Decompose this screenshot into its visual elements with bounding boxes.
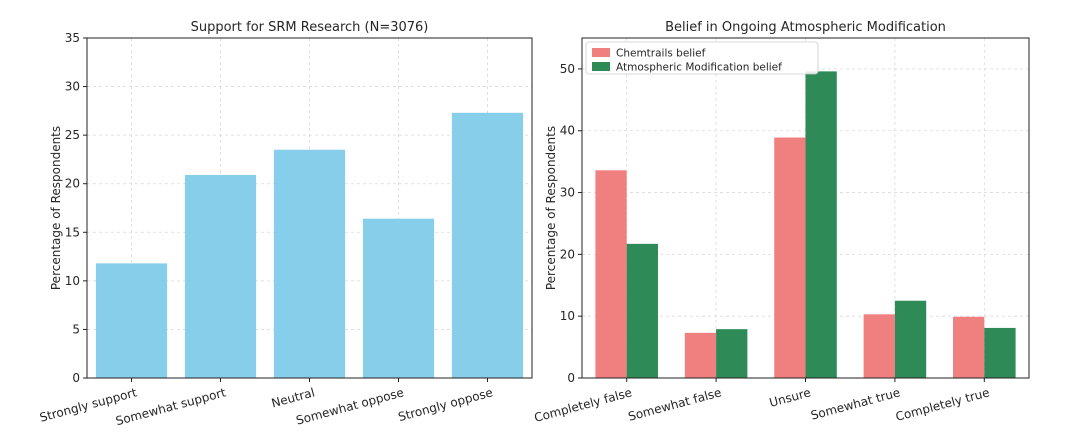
- bar-atmospheric-modification-belief-unsure: [805, 71, 837, 378]
- chart-title: Support for SRM Research (N=3076): [191, 20, 429, 35]
- legend-swatch-atmospheric-modification-belief: [592, 62, 610, 71]
- bar-support-strongly-support: [95, 263, 168, 378]
- y-tick-label: 10: [560, 309, 575, 323]
- y-axis-label: Percentage of Respondents: [544, 126, 558, 290]
- bar-chemtrails-belief-somewhat-false: [684, 332, 717, 378]
- y-axis: 0 10 20 30 40 50: [560, 62, 582, 385]
- y-tick-label: 25: [65, 128, 80, 142]
- bar-atmospheric-modification-belief-somewhat-false: [716, 329, 748, 378]
- y-tick-label: 15: [65, 225, 80, 239]
- legend-label-atmospheric-modification-belief: Atmospheric Modification belief: [616, 62, 782, 74]
- bar-atmospheric-modification-belief-somewhat-true: [894, 300, 927, 378]
- bars: [95, 112, 524, 379]
- y-tick-label: 35: [65, 31, 80, 45]
- x-tick-label-somewhat-false: Somewhat false: [627, 385, 723, 423]
- bar-support-somewhat-support: [184, 174, 257, 378]
- y-tick-label: 10: [65, 274, 80, 288]
- x-tick-label-unsure: Unsure: [768, 385, 812, 409]
- y-axis-label: Percentage of Respondents: [49, 126, 63, 290]
- bar-chemtrails-belief-unsure: [774, 137, 806, 378]
- x-tick-label-somewhat-true: Somewhat true: [809, 385, 901, 422]
- legend-label-chemtrails-belief: Chemtrails belief: [616, 48, 706, 60]
- bar-atmospheric-modification-belief-completely-true: [984, 327, 1016, 378]
- bar-support-somewhat-oppose: [362, 218, 435, 378]
- y-tick-label: 20: [560, 247, 575, 261]
- x-tick-label-completely-false: Completely false: [533, 385, 634, 425]
- bar-chemtrails-belief-completely-true: [953, 316, 985, 378]
- y-tick-label: 30: [65, 80, 80, 94]
- x-tick-label-strongly-oppose: Strongly oppose: [397, 385, 495, 424]
- bar-support-neutral: [273, 149, 346, 378]
- bar-chemtrails-belief-completely-false: [595, 170, 627, 378]
- bar-support-strongly-oppose: [451, 112, 524, 379]
- y-tick-label: 0: [72, 371, 80, 385]
- y-tick-label: 40: [560, 124, 575, 138]
- bars: [595, 71, 1016, 378]
- y-tick-label: 0: [567, 371, 575, 385]
- chart-title: Belief in Ongoing Atmospheric Modificati…: [665, 20, 946, 35]
- y-tick-label: 30: [560, 186, 575, 200]
- y-tick-label: 50: [560, 62, 575, 76]
- y-axis: 0 5 10 15 20 25 30 35: [65, 31, 87, 385]
- x-tick-label-neutral: Neutral: [270, 385, 316, 410]
- y-tick-label: 5: [72, 322, 80, 336]
- legend-swatch-chemtrails-belief: [592, 48, 610, 57]
- bar-chemtrails-belief-somewhat-true: [863, 314, 895, 378]
- legend-box: [585, 41, 819, 75]
- x-tick-label-completely-true: Completely true: [894, 385, 991, 424]
- y-tick-label: 20: [65, 177, 80, 191]
- legend: Chemtrails belief Atmospheric Modificatio…: [585, 41, 819, 75]
- bar-atmospheric-modification-belief-completely-false: [626, 243, 658, 378]
